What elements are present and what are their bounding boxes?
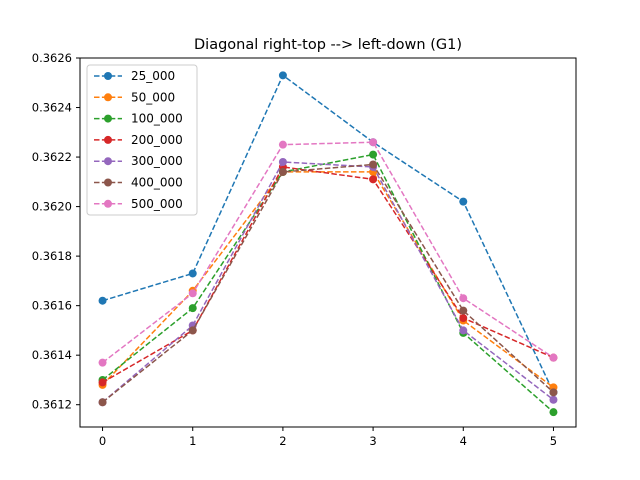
data-point [98,398,107,407]
series-layer [98,71,558,417]
legend-label: 300_000 [131,154,183,168]
plot-frame [79,57,577,428]
y-axis: 0.3612 0.3614 0.3616 0.3618 0.3620 0.3622 0.36… [32,51,80,412]
data-point [549,408,558,417]
legend-entry: 50_000 [94,90,175,104]
x-tick-label: 5 [550,434,557,448]
legend-entry: 400_000 [94,176,183,190]
series-line [102,74,555,393]
data-point [278,158,287,167]
legend-marker [104,135,112,144]
data-point [188,269,197,278]
y-tick-label: 0.3616 [32,299,72,313]
data-point [459,326,468,335]
x-tick-label: 3 [369,434,376,448]
y-tick-label: 0.3612 [32,398,72,412]
series-line [102,153,554,413]
x-tick-label: 2 [279,434,286,448]
legend-entry: 25_000 [94,69,175,83]
y-tick-label: 0.3618 [32,249,72,263]
x-tick-label: 0 [99,434,106,448]
legend-marker [104,178,112,187]
y-tick-label: 0.3622 [32,150,72,164]
legend-entry: 300_000 [94,154,183,168]
data-point [459,306,468,315]
legend: 25_000 50_000 100_000 200_000 300_000 400_000… [86,64,198,216]
x-tick-label: 4 [460,434,467,448]
chart-title: Diagonal right-top --> left-down (G1) [194,37,462,53]
data-point [188,304,197,313]
legend-entry: 100_000 [94,112,183,126]
legend-label: 400_000 [131,176,183,190]
data-point [369,138,378,147]
data-point [188,289,197,298]
series-line [102,141,554,364]
series-500_000 [98,138,558,367]
x-axis: 0 1 2 3 4 5 [99,427,557,448]
data-point [549,353,558,362]
series-400_000 [98,160,558,407]
legend-box [86,64,198,216]
data-point [98,358,107,367]
data-point [549,395,558,404]
legend-marker [104,157,112,166]
series-line [102,161,554,403]
legend-entry: 500_000 [94,197,183,211]
legend-label: 25_000 [131,69,175,83]
y-tick-label: 0.3624 [32,101,72,115]
legend-marker [104,114,112,123]
legend-entry: 200_000 [94,133,183,147]
data-point [369,175,378,184]
series-line [102,163,554,403]
data-point [369,150,378,159]
legend-label: 200_000 [131,133,183,147]
data-point [459,314,468,323]
y-tick-label: 0.3626 [32,51,72,65]
legend-marker [104,93,112,102]
x-tick-label: 1 [189,434,196,448]
legend-label: 100_000 [131,112,183,126]
y-tick-label: 0.3620 [32,200,72,214]
data-point [459,197,468,206]
legend-marker [104,72,112,80]
legend-label: 500_000 [131,197,183,211]
data-point [549,388,558,397]
data-point [278,71,287,80]
data-point [98,296,107,305]
data-point [188,326,197,335]
y-tick-label: 0.3614 [32,348,72,362]
data-point [459,294,468,303]
data-point [278,167,287,176]
data-point [369,160,378,169]
data-point [98,378,107,387]
legend-marker [104,199,112,208]
data-point [278,140,287,149]
legend-label: 50_000 [131,90,175,104]
series-line [102,171,554,388]
